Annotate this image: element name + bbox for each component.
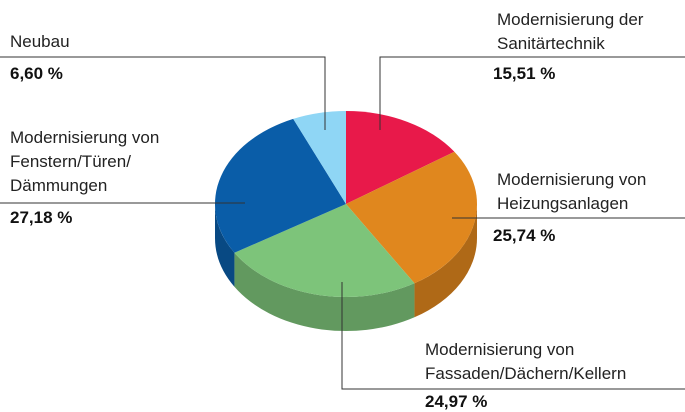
value-label: 27,18 %	[10, 208, 73, 227]
slice-label: Modernisierung von Fenstern/Türen/ Dämmu…	[10, 128, 160, 195]
slice	[293, 111, 346, 204]
slice	[346, 111, 455, 204]
value-label: 24,97 %	[425, 392, 488, 411]
value-label: 6,60 %	[10, 64, 63, 83]
slice-side	[234, 252, 415, 332]
slice-label: Modernisierung von Fassaden/Dächern/Kell…	[425, 340, 627, 383]
value-label: 15,51 %	[493, 64, 556, 83]
slice-side	[414, 204, 477, 318]
leader-line	[0, 56, 326, 130]
slice	[214, 118, 346, 253]
leader-line	[379, 56, 685, 130]
slice	[346, 151, 477, 284]
value-label: 25,74 %	[493, 226, 556, 245]
leader-line	[341, 282, 685, 390]
slice-label: Modernisierung der Sanitärtechnik	[497, 10, 644, 53]
slice-label: Modernisierung von Heizungsanlagen	[497, 170, 647, 213]
slice-label: Neubau	[10, 32, 70, 51]
slice	[234, 204, 415, 297]
slice-side	[215, 204, 235, 287]
